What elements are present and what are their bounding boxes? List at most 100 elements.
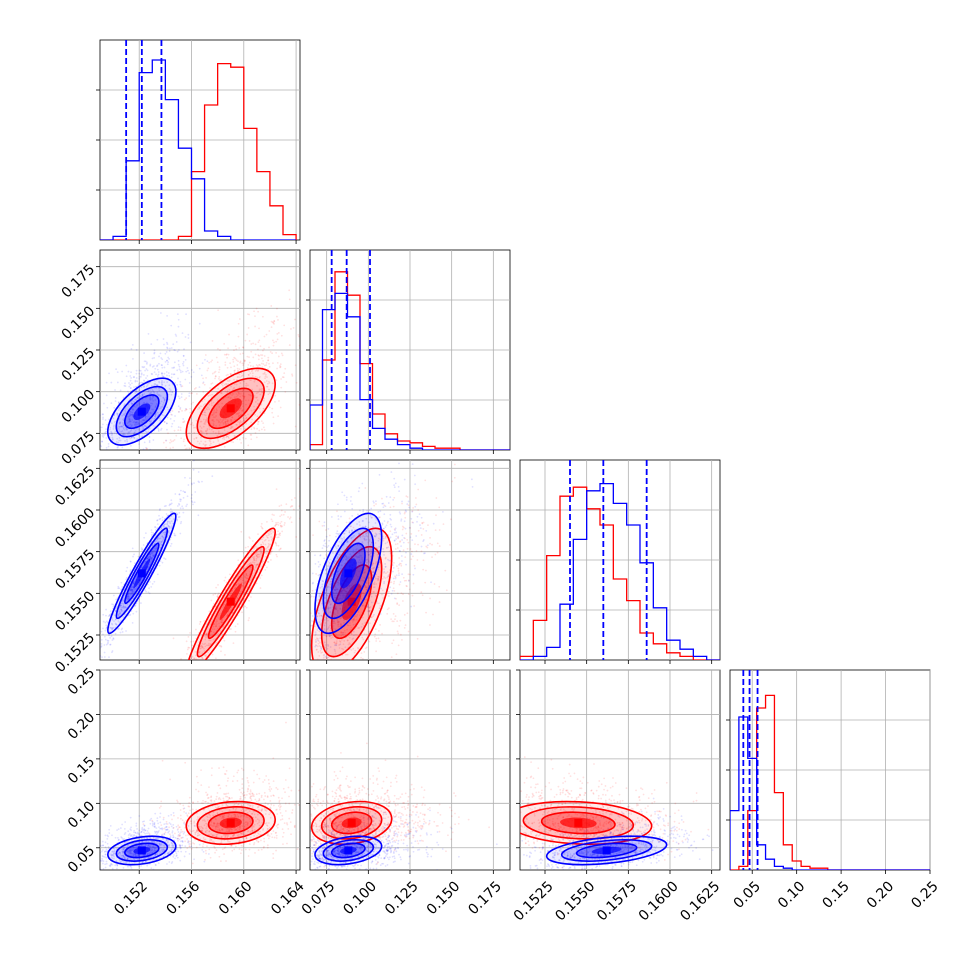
scatter-point (212, 441, 215, 444)
scatter-point (238, 572, 241, 575)
scatter-point (341, 590, 344, 592)
scatter-point (249, 433, 252, 436)
scatter-point (337, 518, 340, 521)
scatter-point (217, 584, 219, 586)
scatter-point (237, 575, 239, 578)
scatter-point (107, 615, 110, 617)
scatter-point (156, 384, 159, 386)
scatter-point (201, 400, 204, 403)
scatter-point (266, 385, 269, 388)
scatter-point (318, 630, 321, 633)
scatter-point (129, 437, 132, 440)
scatter-point (275, 488, 278, 491)
y-tick-label: 0.175 (59, 262, 99, 302)
scatter-point (253, 569, 255, 571)
scatter-point (361, 535, 364, 538)
scatter-point (338, 540, 341, 543)
scatter-point (176, 369, 179, 372)
scatter-point (163, 421, 166, 423)
scatter-point (232, 642, 235, 645)
scatter-point (266, 536, 269, 539)
scatter-point (221, 621, 224, 624)
scatter-point (433, 583, 436, 585)
scatter-point (248, 599, 250, 602)
scatter-point (242, 551, 245, 554)
scatter-point (318, 654, 321, 657)
scatter-point (215, 625, 218, 628)
scatter-point (191, 655, 194, 658)
scatter-point (206, 428, 209, 430)
scatter-point (188, 660, 190, 662)
scatter-point (122, 422, 124, 424)
scatter-point (337, 582, 340, 585)
scatter-point (210, 599, 213, 602)
scatter-point (188, 392, 191, 395)
scatter-point (275, 379, 278, 382)
scatter-point (288, 289, 291, 292)
scatter-point (183, 348, 185, 351)
scatter-point (105, 626, 108, 629)
scatter-point (167, 398, 170, 401)
scatter-point (337, 625, 340, 628)
scatter-point (327, 605, 329, 608)
scatter-point (201, 643, 204, 645)
scatter-point (310, 621, 311, 624)
scatter-point (346, 556, 348, 559)
scatter-point (131, 411, 134, 414)
scatter-point (184, 453, 186, 455)
scatter-point (116, 455, 118, 457)
scatter-point (372, 570, 375, 573)
scatter-point (225, 382, 227, 385)
scatter-point (141, 419, 144, 422)
scatter-point (369, 606, 372, 608)
scatter-point (162, 524, 165, 527)
scatter-point (371, 516, 373, 519)
scatter-point (378, 532, 381, 535)
scatter-point (133, 457, 135, 459)
scatter-point (118, 610, 121, 613)
scatter-point (203, 620, 206, 622)
scatter-point (280, 509, 283, 512)
scatter-point (281, 354, 284, 357)
scatter-point (425, 611, 427, 614)
scatter-point (210, 643, 212, 645)
scatter-point (404, 624, 407, 627)
scatter-point (341, 560, 343, 563)
scatter-point (245, 403, 247, 406)
scatter-point (105, 608, 107, 611)
scatter-point (158, 393, 161, 396)
scatter-point (403, 626, 406, 629)
scatter-point (215, 356, 218, 359)
scatter-point (274, 541, 277, 544)
scatter-point (375, 503, 377, 505)
scatter-point (358, 524, 361, 527)
scatter-point (416, 559, 419, 561)
scatter-point (376, 602, 378, 605)
scatter-point (343, 588, 346, 591)
scatter-point (182, 355, 185, 357)
scatter-point (314, 554, 316, 557)
scatter-point (372, 591, 375, 593)
scatter-point (122, 605, 125, 607)
scatter-point (242, 582, 245, 585)
scatter-point (368, 659, 370, 660)
scatter-point (200, 374, 203, 377)
scatter-point (105, 428, 107, 431)
scatter-point (363, 571, 366, 574)
scatter-point (253, 426, 255, 429)
scatter-point (168, 525, 170, 528)
scatter-point (302, 572, 304, 574)
scatter-point (277, 319, 279, 321)
scatter-point (324, 529, 327, 531)
scatter-point (159, 537, 162, 540)
scatter-point (278, 549, 281, 551)
scatter-point (153, 580, 156, 583)
scatter-point (340, 564, 343, 566)
scatter-point (225, 435, 228, 438)
scatter-point (254, 325, 256, 328)
scatter-point (278, 400, 280, 402)
scatter-point (330, 575, 333, 578)
scatter-point (328, 666, 330, 668)
scatter-point (105, 614, 107, 617)
histogram-step-line (100, 59, 297, 240)
